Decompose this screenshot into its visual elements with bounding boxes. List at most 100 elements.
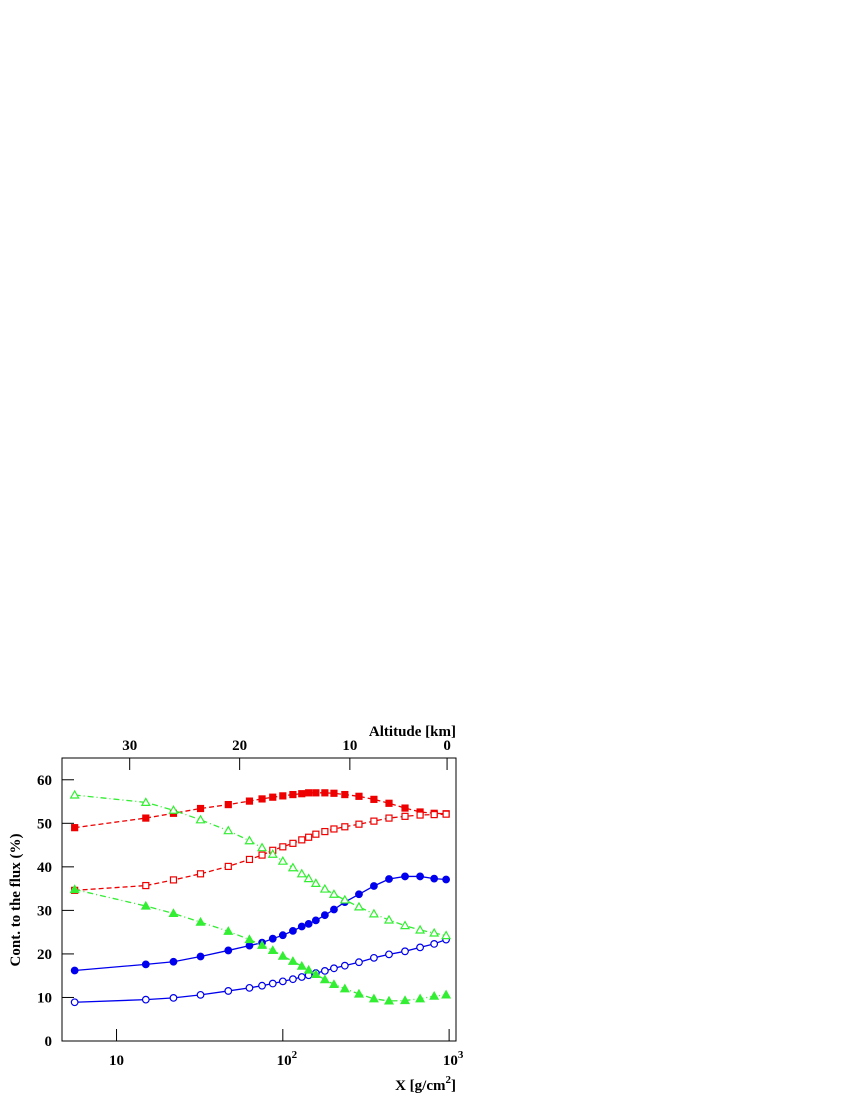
data-point <box>399 995 411 1005</box>
data-point <box>297 973 306 981</box>
data-point <box>70 966 79 975</box>
y-tick-label: 10 <box>37 990 52 1006</box>
series-line <box>74 938 447 1003</box>
data-point <box>368 908 379 918</box>
data-point <box>399 920 411 930</box>
data-point <box>141 960 150 969</box>
data-point <box>140 797 151 807</box>
data-point <box>312 789 320 797</box>
data-point <box>385 814 393 822</box>
data-point <box>430 810 438 819</box>
data-point <box>258 795 266 803</box>
data-point <box>355 890 363 899</box>
data-point <box>245 855 254 864</box>
data-point <box>310 969 321 978</box>
data-point <box>297 922 306 931</box>
data-point <box>298 790 306 798</box>
plot-frame <box>61 757 457 1042</box>
data-point <box>441 989 452 999</box>
data-point <box>168 805 179 814</box>
data-point <box>385 950 393 959</box>
data-point <box>370 817 378 825</box>
data-point <box>269 793 277 801</box>
data-point <box>196 870 205 878</box>
data-point <box>289 926 297 935</box>
data-point <box>429 927 440 937</box>
data-point <box>330 789 338 797</box>
data-point <box>341 790 349 799</box>
data-point <box>245 797 254 805</box>
data-point <box>257 940 268 949</box>
data-point <box>268 934 277 943</box>
data-point <box>140 900 151 910</box>
data-point <box>339 983 350 993</box>
data-point <box>268 979 277 988</box>
y-tick-label: 50 <box>37 816 52 832</box>
data-point <box>267 849 278 858</box>
data-point <box>279 792 287 800</box>
data-point <box>416 943 424 952</box>
data-point <box>224 862 232 871</box>
data-point <box>168 908 179 918</box>
x2-tick-label: 20 <box>232 738 247 754</box>
data-point <box>370 882 378 890</box>
x2-tick-label: 10 <box>342 738 357 754</box>
data-point <box>244 934 255 944</box>
data-point <box>223 926 234 935</box>
data-point <box>312 830 320 838</box>
data-point <box>169 876 178 884</box>
data-point <box>328 889 339 898</box>
data-point <box>401 812 409 820</box>
data-point <box>321 789 329 797</box>
data-point <box>142 881 150 890</box>
data-point <box>442 875 450 884</box>
data-point <box>245 983 254 992</box>
data-point <box>277 855 288 865</box>
data-point <box>355 820 363 828</box>
data-point <box>287 956 298 965</box>
x-tick-label: 102 <box>277 1049 298 1069</box>
data-point <box>289 975 297 984</box>
data-point <box>319 974 330 984</box>
data-point <box>298 836 306 844</box>
data-point <box>353 988 364 998</box>
data-point <box>296 868 307 878</box>
data-point <box>244 835 255 845</box>
data-point <box>69 884 80 894</box>
data-point <box>385 799 393 807</box>
data-point <box>196 804 205 813</box>
data-point <box>245 941 254 950</box>
data-point <box>401 872 409 881</box>
data-point <box>223 825 234 835</box>
data-point <box>430 940 439 948</box>
data-point <box>277 950 288 960</box>
x2-tick-label: 0 <box>443 738 451 754</box>
x-tick-label: 10 <box>109 1053 124 1069</box>
data-point <box>330 905 338 914</box>
data-point <box>289 790 297 799</box>
data-point <box>70 998 79 1007</box>
data-point <box>195 814 206 824</box>
data-point <box>196 952 205 961</box>
data-point <box>416 811 424 819</box>
data-point <box>330 964 338 973</box>
data-point <box>196 990 205 999</box>
data-point <box>416 872 424 881</box>
data-point <box>142 814 150 822</box>
data-point <box>71 824 79 832</box>
data-point <box>370 953 378 962</box>
data-point <box>311 916 320 925</box>
data-point <box>330 825 338 833</box>
data-point <box>258 981 266 990</box>
data-point <box>289 839 297 847</box>
data-point <box>320 911 329 920</box>
y-tick-label: 0 <box>45 1034 53 1050</box>
data-point <box>383 914 395 924</box>
data-point <box>385 875 393 883</box>
data-point <box>415 924 426 934</box>
data-point <box>319 883 330 893</box>
x2-tick-label: 30 <box>122 738 137 754</box>
data-point <box>278 977 287 986</box>
data-point <box>141 995 150 1004</box>
data-point <box>310 878 321 887</box>
